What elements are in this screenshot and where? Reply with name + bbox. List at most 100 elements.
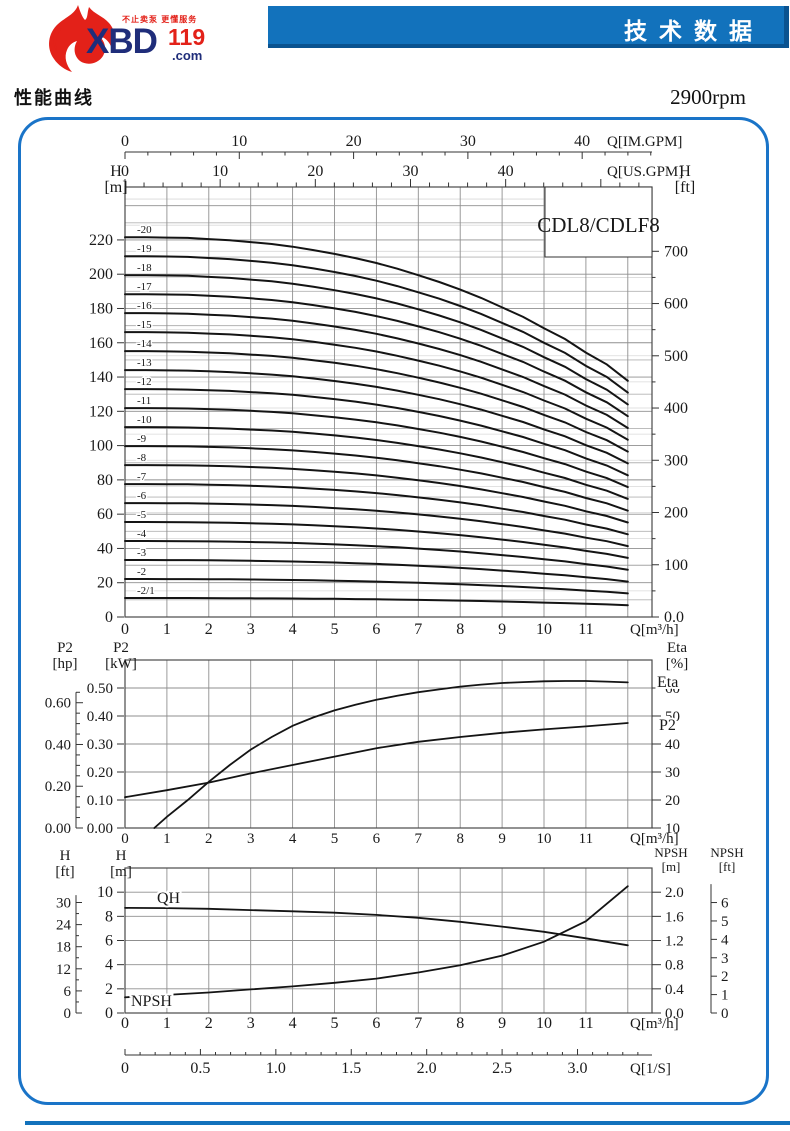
svg-text:-12: -12: [137, 376, 152, 388]
svg-text:5: 5: [331, 831, 339, 847]
svg-text:100: 100: [89, 438, 113, 455]
svg-text:8: 8: [456, 1015, 464, 1032]
svg-text:2: 2: [205, 831, 213, 847]
svg-text:7: 7: [414, 1015, 422, 1032]
svg-text:5: 5: [331, 621, 339, 638]
svg-text:140: 140: [89, 369, 113, 386]
svg-text:10: 10: [97, 884, 113, 901]
svg-text:10: 10: [231, 133, 247, 150]
svg-text:2: 2: [721, 969, 729, 985]
svg-text:2: 2: [205, 1015, 213, 1032]
svg-text:Eta: Eta: [667, 640, 687, 656]
svg-text:-15: -15: [137, 319, 152, 331]
svg-text:-2: -2: [137, 566, 146, 578]
svg-text:2: 2: [205, 621, 213, 638]
svg-text:0.8: 0.8: [665, 958, 684, 974]
page-title: 性能曲线: [14, 88, 94, 108]
svg-text:0.40: 0.40: [87, 709, 113, 725]
curves-panel: 0 10 20 30 40 Q[IM.GPM] 0 10 20 30 40 Q[US.GPM] H [m]…: [18, 117, 769, 1105]
svg-text:200: 200: [664, 505, 688, 522]
svg-text:Q[m³/h]: Q[m³/h]: [630, 1016, 679, 1032]
svg-text:[m]: [m]: [662, 859, 681, 874]
svg-text:20: 20: [346, 133, 362, 150]
svg-text:9: 9: [498, 1015, 506, 1032]
svg-text:6: 6: [372, 1015, 380, 1032]
svg-text:-14: -14: [137, 338, 152, 350]
svg-text:2.0: 2.0: [417, 1060, 437, 1077]
svg-text:9: 9: [498, 621, 506, 638]
svg-text:1.2: 1.2: [665, 934, 684, 950]
svg-text:0: 0: [721, 1006, 729, 1022]
svg-text:40: 40: [498, 163, 514, 180]
svg-text:10: 10: [537, 831, 552, 847]
svg-text:3: 3: [247, 831, 255, 847]
logo: 不止卖泵 更懂服务 XBD 119 .com: [42, 2, 242, 80]
svg-text:8: 8: [456, 831, 464, 847]
svg-text:30: 30: [56, 896, 71, 912]
svg-text:11: 11: [578, 1015, 593, 1032]
svg-text:30: 30: [402, 163, 418, 180]
svg-text:Q[1/S]: Q[1/S]: [630, 1061, 671, 1077]
svg-text:9: 9: [498, 831, 506, 847]
svg-text:300: 300: [664, 452, 688, 469]
svg-text:2.5: 2.5: [492, 1060, 512, 1077]
svg-text:6: 6: [372, 621, 380, 638]
svg-text:6: 6: [105, 933, 113, 950]
svg-text:6: 6: [373, 831, 381, 847]
svg-text:60: 60: [665, 681, 680, 697]
svg-text:[hp]: [hp]: [53, 656, 78, 672]
svg-text:8: 8: [456, 621, 464, 638]
svg-text:3: 3: [247, 621, 255, 638]
qh-npsh-chart: H[m]0246810H[ft]0612182430NPSH[m]0.00.40…: [55, 845, 743, 1077]
svg-text:-8: -8: [137, 452, 147, 464]
svg-text:10: 10: [212, 163, 228, 180]
svg-text:0.50: 0.50: [87, 681, 113, 697]
svg-text:-19: -19: [137, 243, 152, 255]
svg-text:120: 120: [89, 403, 113, 420]
performance-curves-chart: 0 10 20 30 40 Q[IM.GPM]0 10 20 30 40 Q[US.GPM]H[m]…: [45, 133, 744, 1077]
svg-text:6: 6: [721, 896, 729, 912]
svg-text:50: 50: [665, 709, 680, 725]
svg-text:-10: -10: [137, 414, 152, 426]
svg-text:0.00: 0.00: [45, 821, 71, 837]
svg-text:H: H: [60, 848, 71, 864]
svg-text:0: 0: [121, 1015, 129, 1032]
svg-text:1.0: 1.0: [266, 1060, 286, 1077]
svg-text:0.10: 0.10: [87, 793, 113, 809]
svg-text:-13: -13: [137, 357, 152, 369]
svg-text:200: 200: [89, 266, 113, 283]
svg-text:1.5: 1.5: [341, 1060, 361, 1077]
svg-text:10: 10: [665, 821, 680, 837]
svg-text:12: 12: [56, 962, 71, 978]
svg-text:P2: P2: [57, 640, 73, 656]
svg-text:-18: -18: [137, 262, 152, 274]
svg-text:400: 400: [664, 400, 688, 417]
svg-text:5: 5: [331, 1015, 339, 1032]
svg-text:1: 1: [721, 988, 729, 1004]
svg-text:0: 0: [121, 163, 129, 180]
svg-text:11: 11: [578, 621, 593, 638]
svg-text:-6: -6: [137, 490, 147, 502]
svg-text:7: 7: [415, 831, 423, 847]
svg-text:NPSH: NPSH: [710, 845, 743, 860]
bottom-rule: [25, 1121, 790, 1125]
svg-text:H: H: [679, 163, 691, 180]
svg-text:H: H: [110, 163, 122, 180]
svg-text:-17: -17: [137, 281, 152, 293]
svg-text:4: 4: [105, 957, 113, 974]
svg-text:QH: QH: [157, 890, 181, 907]
svg-text:4: 4: [289, 831, 297, 847]
svg-text:0: 0: [64, 1006, 72, 1022]
svg-text:NPSH: NPSH: [131, 993, 172, 1010]
svg-text:8: 8: [105, 908, 113, 925]
svg-text:11: 11: [579, 831, 593, 847]
svg-text:[ft]: [ft]: [719, 859, 736, 874]
svg-text:500: 500: [664, 348, 688, 365]
svg-text:40: 40: [97, 540, 113, 557]
svg-text:0.4: 0.4: [665, 982, 684, 998]
svg-text:40: 40: [665, 737, 680, 753]
svg-text:30: 30: [665, 765, 680, 781]
svg-text:0: 0: [121, 133, 129, 150]
svg-text:0.20: 0.20: [87, 765, 113, 781]
svg-text:Eta: Eta: [657, 674, 678, 691]
